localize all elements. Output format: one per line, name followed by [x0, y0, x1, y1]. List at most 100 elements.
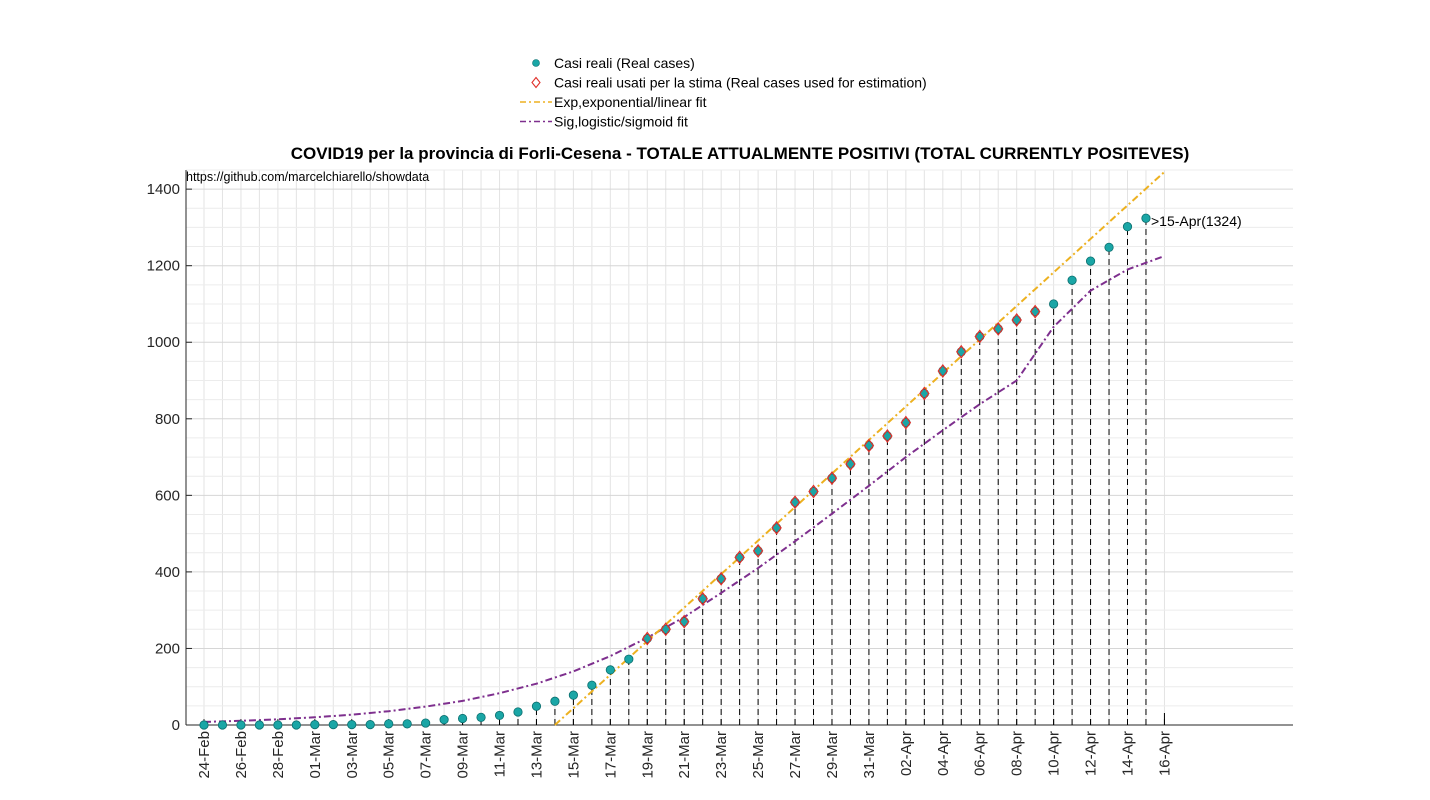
chart-title: COVID19 per la provincia di Forli-Cesena… [291, 144, 1190, 163]
legend-label: Casi reali (Real cases) [554, 55, 695, 71]
source-url: https://github.com/marcelchiarello/showd… [186, 170, 429, 184]
real-case-point [236, 720, 246, 730]
estimation-point [697, 591, 708, 606]
x-tick-label: 06-Apr [972, 731, 989, 776]
real-case-point [384, 719, 394, 729]
x-tick-label: 12-Apr [1083, 731, 1100, 776]
estimation-point [771, 520, 782, 535]
x-tick-label: 21-Mar [676, 731, 693, 779]
estimation-point [826, 471, 838, 486]
real-case-point [531, 701, 542, 711]
x-tick-label: 05-Mar [381, 731, 398, 779]
x-tick-label: 25-Mar [750, 731, 767, 779]
y-tick-label: 400 [155, 564, 180, 581]
real-case-point [1104, 242, 1114, 252]
legend-marker-diamond [531, 76, 541, 89]
y-tick-label: 200 [155, 640, 180, 657]
real-case-point [587, 680, 597, 690]
y-tick-label: 1400 [147, 181, 180, 198]
legend-marker-circle [532, 59, 540, 67]
x-tick-label: 19-Mar [639, 731, 656, 779]
estimation-point [1011, 313, 1022, 328]
estimation-point [956, 344, 967, 359]
x-tick-label: 26-Feb [233, 731, 250, 779]
x-tick-label: 24-Feb [196, 731, 213, 779]
x-tick-label: 09-Mar [455, 731, 472, 779]
estimation-point [789, 495, 801, 510]
x-tick-label: 11-Mar [492, 731, 509, 777]
legend: Casi reali (Real cases) Casi reali usati … [520, 55, 927, 130]
real-case-point [457, 713, 468, 724]
estimation-point [660, 622, 671, 637]
last-point-annotation: >15-Apr(1324) [1151, 213, 1242, 229]
real-case-point [513, 707, 523, 717]
x-tick-label: 16-Apr [1156, 731, 1173, 776]
x-tick-label: 08-Apr [1009, 731, 1026, 776]
real-case-point [291, 720, 301, 730]
real-case-point [624, 654, 634, 664]
real-case-point [1085, 256, 1096, 266]
axes: 0 200 400 600 800 1000 1200 1400 24-Feb 26-Feb 28-… [147, 170, 1293, 779]
real-case-point [199, 720, 209, 730]
estimation-point [1029, 304, 1041, 319]
estimation-point [752, 543, 764, 558]
real-case-point [217, 720, 228, 730]
real-case-point [347, 720, 357, 730]
real-case-point [310, 720, 320, 730]
x-tick-label: 07-Mar [418, 731, 435, 779]
legend-label: Sig,logistic/sigmoid fit [554, 114, 688, 130]
x-tick-label: 31-Mar [861, 731, 878, 779]
x-tick-label: 04-Apr [935, 731, 952, 776]
real-case-point [550, 696, 560, 706]
stems [443, 218, 1165, 725]
x-tick-label: 13-Mar [528, 731, 545, 779]
estimation-point [808, 484, 819, 499]
real-case-point [365, 720, 375, 730]
estimation-point [863, 438, 875, 453]
estimation-point [715, 571, 727, 586]
y-tick-label: 1000 [147, 334, 180, 351]
real-case-point [1122, 222, 1133, 232]
real-case-point [1141, 213, 1151, 223]
x-tick-label: 28-Feb [270, 731, 287, 779]
real-case-point [402, 719, 412, 729]
y-tick-label: 600 [155, 487, 180, 504]
estimation-point [974, 329, 985, 344]
x-tick-label: 01-Mar [307, 731, 324, 779]
real-case-point [568, 690, 579, 700]
real-case-point [254, 720, 265, 730]
linear-fit-line [554, 171, 1166, 726]
legend-label: Casi reali usati per la stima (Real case… [554, 75, 927, 91]
estimation-point [919, 386, 930, 401]
real-case-point [494, 710, 505, 721]
real-case-point [328, 720, 338, 730]
x-tick-label: 14-Apr [1120, 731, 1137, 776]
legend-label: Exp,exponential/linear fit [554, 94, 707, 110]
x-tick-label: 15-Mar [565, 731, 582, 779]
estimation-point [882, 429, 893, 444]
estimation-point [845, 456, 856, 471]
estimation-point [734, 550, 745, 565]
real-case-point [476, 712, 486, 722]
y-tick-label: 0 [172, 717, 180, 734]
x-tick-label: 23-Mar [713, 731, 730, 779]
estimation-point [678, 614, 690, 629]
real-case-point [273, 720, 283, 730]
y-tick-label: 1200 [147, 258, 180, 275]
x-tick-label: 10-Apr [1046, 731, 1063, 776]
real-case-point [1049, 299, 1059, 309]
real-case-point [605, 665, 615, 675]
y-tick-label: 800 [155, 411, 180, 428]
x-tick-label: 17-Mar [602, 731, 619, 779]
estimation-point [900, 415, 912, 430]
real-case-point [421, 718, 431, 728]
estimation-point [992, 321, 1004, 336]
estimation-point [642, 631, 653, 646]
estimation-point [937, 363, 949, 378]
x-tick-label: 29-Mar [824, 731, 841, 779]
x-tick-label: 27-Mar [787, 731, 804, 779]
real-case-point [439, 715, 449, 725]
x-tick-label: 03-Mar [344, 731, 361, 779]
data-points [199, 213, 1151, 730]
